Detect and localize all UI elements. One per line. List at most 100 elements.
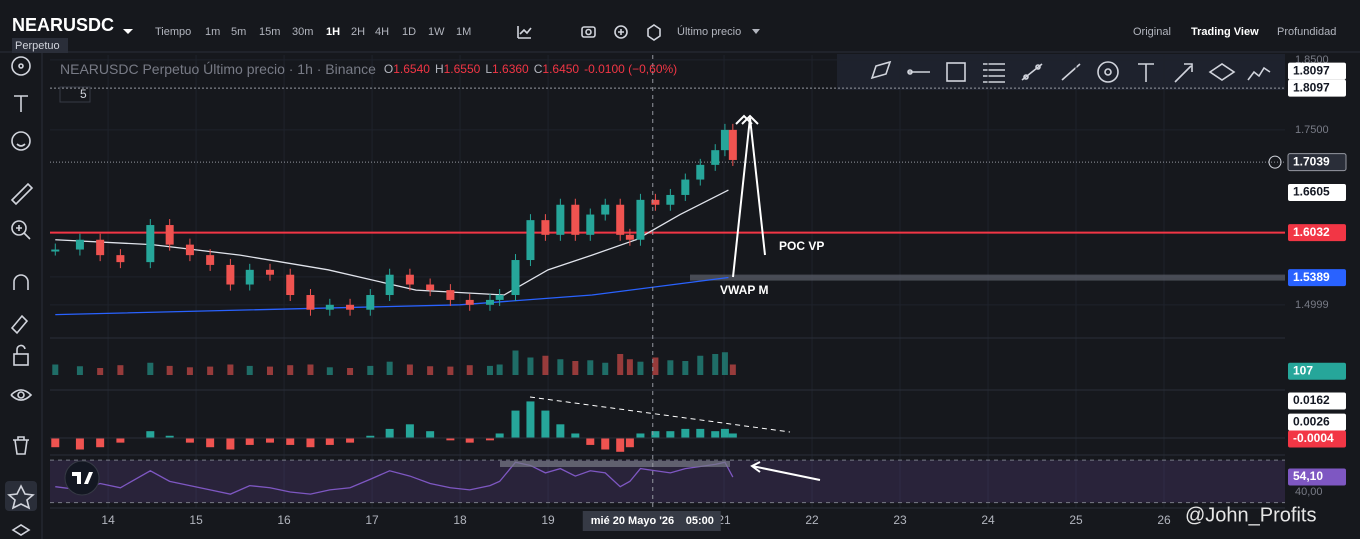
macd-bar [728, 433, 737, 439]
view-tab[interactable]: Trading View [1191, 26, 1259, 38]
macd-bar [245, 438, 254, 445]
macd-bar [625, 438, 634, 448]
volume-bar [326, 367, 333, 375]
legend-item: NEARUSDC Perpetuo Último precio · 1h · B… [60, 61, 376, 77]
candle [116, 255, 125, 263]
volume-bar [557, 359, 564, 375]
legend: NEARUSDC Perpetuo Último precio · 1h · B… [60, 61, 677, 77]
candle [245, 269, 254, 285]
timeframe[interactable]: 1m [205, 26, 220, 38]
volume-bar [347, 368, 354, 375]
macd-bar [51, 438, 60, 448]
x-tick-label: 19 [541, 513, 555, 527]
macd-bar [636, 433, 645, 439]
timeframe[interactable]: 1H [326, 26, 340, 38]
volume-bar [97, 368, 104, 375]
volume-bar [227, 364, 234, 375]
x-tick-label: 18 [453, 513, 467, 527]
view-tab[interactable]: Original [1133, 26, 1171, 38]
volume-bar [307, 364, 314, 375]
legend-item: 1.6360 [492, 62, 529, 76]
candle [681, 179, 690, 195]
indicators-toggle[interactable] [59, 86, 91, 103]
legend-item: H [435, 62, 444, 76]
volume-bar [367, 365, 374, 375]
candle [728, 129, 737, 160]
timeframe[interactable]: 2H [351, 26, 365, 38]
price-badge: 1.7039 [1293, 154, 1330, 168]
price-source[interactable]: Último precio [677, 25, 741, 38]
macd-bar [696, 428, 705, 439]
candle [526, 220, 535, 261]
volume-bar [682, 361, 689, 375]
legend-item: 1.6450 [542, 62, 579, 76]
macd-badge: -0.0004 [1293, 431, 1334, 445]
volume-badge-bg [1288, 362, 1346, 380]
x-tick-label: 14 [101, 513, 115, 527]
candle [146, 225, 155, 263]
symbol-dropdown[interactable] [123, 29, 133, 34]
rsi-band [50, 460, 1285, 503]
candle [511, 260, 520, 296]
timeframe[interactable]: 30m [292, 26, 313, 38]
macd-bar [96, 438, 105, 448]
macd-bar [75, 438, 84, 450]
timeframe[interactable]: 1M [456, 26, 471, 38]
drawing-tools[interactable] [848, 60, 1271, 83]
legend-item: -0.0100 (−0,60%) [584, 62, 677, 76]
volume-bar [712, 354, 719, 375]
volume-bar [186, 367, 193, 375]
add-button[interactable] [1268, 155, 1282, 169]
crosshair-date: mié 20 Mayo '26 [591, 515, 674, 527]
left-toolbar[interactable] [5, 56, 37, 536]
candle [306, 295, 315, 310]
arrow-drawing [750, 461, 821, 481]
y-tick-label: 1.7500 [1295, 124, 1329, 136]
volume-bar [427, 366, 434, 375]
volume-bar [572, 361, 579, 375]
x-tick-label: 24 [981, 513, 995, 527]
candle [265, 269, 274, 275]
timeframe[interactable]: 1W [428, 26, 445, 38]
x-tick-label: 25 [1069, 513, 1083, 527]
timeframe[interactable]: 5m [231, 26, 246, 38]
volume-bar [287, 365, 294, 375]
macd-bar [206, 438, 215, 448]
price-badge-bg [1288, 269, 1346, 287]
macd-bar [325, 438, 334, 445]
timeframe[interactable]: 4H [375, 26, 389, 38]
symbol[interactable]: NEARUSDC [12, 15, 114, 35]
legend-item: 1.6540 [393, 62, 430, 76]
volume-bar [76, 366, 83, 375]
macd-bar [116, 438, 125, 443]
view-tab[interactable]: Profundidad [1277, 26, 1336, 38]
rsi-line [55, 461, 734, 495]
price-badge-bg [1288, 79, 1346, 97]
price-badge: 1.8097 [1293, 63, 1330, 77]
volume-bar [496, 364, 503, 375]
volume-bar [617, 354, 624, 375]
macd-bar [571, 433, 580, 439]
timeframe[interactable]: Tiempo [155, 26, 191, 38]
x-tick-label: 26 [1157, 513, 1171, 527]
timeframe[interactable]: 15m [259, 26, 280, 38]
timeframe[interactable]: 1D [402, 26, 416, 38]
macd-bar [616, 438, 625, 452]
candle [405, 274, 414, 285]
macd-bar [556, 424, 565, 439]
macd-bar [711, 431, 720, 439]
volume-bar [466, 365, 473, 375]
candle [226, 264, 235, 285]
macd-bar [681, 428, 690, 439]
macd-bar [306, 438, 315, 448]
y-tick-label: 1.4999 [1295, 299, 1329, 311]
dropdown[interactable] [752, 29, 760, 34]
rsi-badge: 54,10 [1293, 469, 1323, 483]
macd-badge: 0.0026 [1293, 414, 1330, 428]
highlight [500, 461, 730, 467]
x-tick-label: 15 [189, 513, 203, 527]
badge: Perpetuo [15, 40, 60, 52]
volume-bar [406, 364, 413, 375]
